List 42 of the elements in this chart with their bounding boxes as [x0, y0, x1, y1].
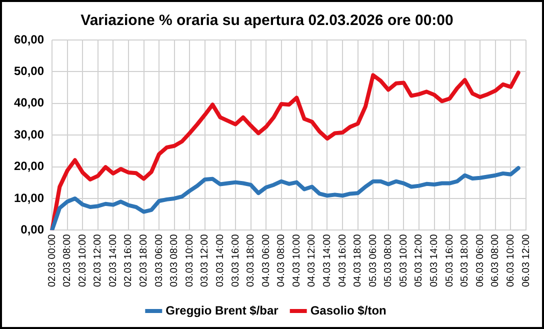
x-tick-label: 02.03 08:00	[62, 234, 74, 287]
x-tick-label: 06.03 06:00	[474, 234, 486, 287]
x-tick-label: 05.03 10:00	[398, 234, 410, 287]
x-tick-label: 03.03 12:00	[200, 234, 211, 287]
x-tick-label: 02.03 00:00	[46, 234, 58, 287]
legend-label: Gasolio $/ton	[310, 303, 386, 318]
y-tick-label: 10,00	[14, 190, 44, 205]
y-tick-label: 0,00	[20, 222, 44, 236]
x-tick-label: 02.03 12:00	[92, 234, 104, 287]
chart-title: Variazione % oraria su apertura 02.03.2026 ore 00:00	[80, 12, 454, 30]
x-tick-label: 02.03 10:00	[77, 234, 88, 287]
x-tick-label: 02.03 16:00	[123, 234, 134, 287]
x-tick-label: 03.03 08:00	[169, 234, 180, 287]
x-tick-label: 04.03 08:00	[276, 234, 288, 287]
x-tick-label: 06.03 10:00	[505, 234, 516, 287]
x-tick-label: 02.03 14:00	[108, 234, 119, 287]
x-tick-label: 04.03 12:00	[306, 234, 318, 287]
y-tick-label: 40,00	[14, 96, 44, 110]
x-tick-label: 05.03 16:00	[444, 234, 456, 287]
x-tick-label: 04.03 18:00	[352, 234, 364, 287]
x-tick-label: 03.03 06:00	[154, 234, 165, 287]
x-tick-label: 04.03 14:00	[322, 234, 333, 287]
x-tick-label: 06.03 12:00	[520, 234, 532, 287]
x-tick-label: 03.03 16:00	[230, 234, 242, 287]
x-tick-label: 04.03 10:00	[291, 234, 302, 287]
x-tick-label: 04.03 16:00	[337, 234, 348, 287]
legend-label: Greggio Brent $/bar	[166, 303, 279, 318]
y-tick-label: 60,00	[14, 32, 44, 46]
x-tick-label: 05.03 18:00	[460, 234, 471, 287]
x-tick-label: 05.03 06:00	[368, 234, 379, 287]
x-tick-label: 05.03 14:00	[429, 234, 440, 287]
x-tick-label: 05.03 08:00	[383, 234, 394, 287]
x-tick-label: 03.03 18:00	[246, 234, 257, 287]
y-tick-label: 30,00	[14, 127, 44, 142]
y-tick-label: 50,00	[14, 64, 44, 78]
x-tick-label: 03.03 14:00	[214, 234, 226, 287]
x-tick-label: 06.03 08:00	[490, 234, 502, 287]
x-tick-label: 05.03 12:00	[414, 234, 425, 287]
x-tick-label: 03.03 10:00	[184, 234, 196, 287]
x-tick-label: 02.03 18:00	[138, 234, 150, 287]
y-tick-label: 20,00	[14, 159, 44, 174]
x-tick-label: 04.03 06:00	[260, 234, 272, 287]
